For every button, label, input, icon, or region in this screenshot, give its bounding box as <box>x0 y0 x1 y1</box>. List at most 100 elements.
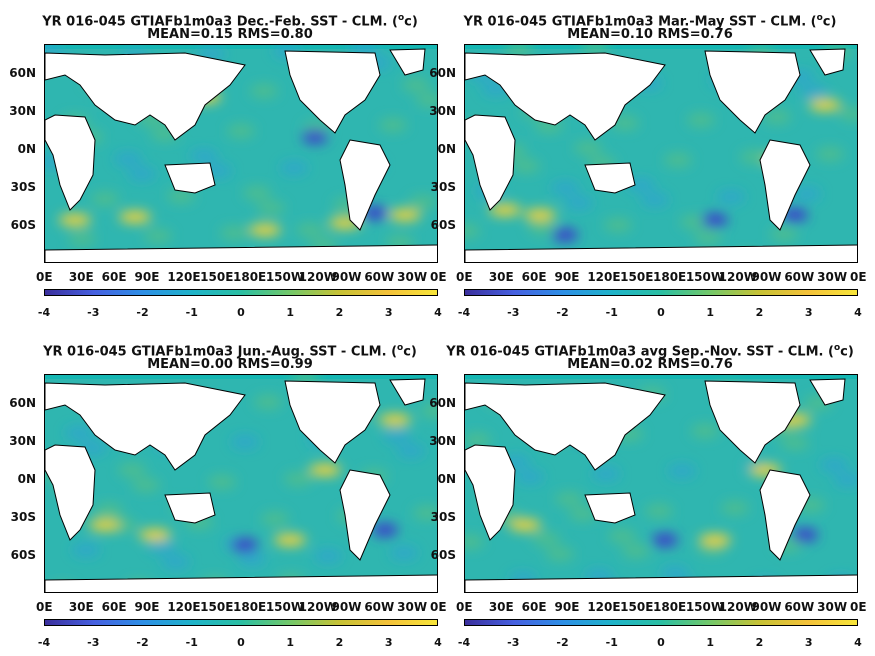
arctic-band <box>45 375 437 379</box>
arctic-band <box>465 375 857 379</box>
land-mass <box>465 444 516 541</box>
anomaly-patch <box>72 543 100 557</box>
colorbar-tick-label: 4 <box>434 306 442 319</box>
colorbar <box>464 289 858 296</box>
colorbar-tick-label: 3 <box>384 636 393 649</box>
panel-title: YR 016-045 GTIAFb1m0a3 avg Sep.-Nov. SST… <box>446 343 854 360</box>
anomaly-patch <box>416 93 437 107</box>
anomaly-patch <box>257 201 285 215</box>
lon-tick-label: 60W <box>364 600 395 614</box>
anomaly-patch <box>465 433 491 447</box>
land-mass <box>339 139 391 231</box>
land-mass <box>759 469 811 561</box>
land-mass <box>584 492 636 524</box>
map-panel-son: YR 016-045 GTIAFb1m0a3 avg Sep.-Nov. SST… <box>420 330 866 650</box>
land-mass <box>465 244 857 262</box>
anomaly-patch <box>95 503 123 517</box>
lon-tick-label: 120W <box>718 600 757 614</box>
lon-tick-label: 60E <box>521 270 547 284</box>
land-mass <box>45 114 96 211</box>
lat-tick-label: 60S <box>430 548 456 562</box>
anomaly-patch <box>413 506 437 520</box>
land-mass <box>584 162 636 194</box>
anomaly-patch <box>770 227 798 241</box>
lon-tick-label: 60E <box>101 600 127 614</box>
warm-anomaly <box>59 214 91 226</box>
lon-tick-label: 120E <box>587 600 621 614</box>
land-mass <box>339 469 391 561</box>
lat-tick-label: 60N <box>9 66 36 80</box>
anomaly-patch <box>604 218 632 232</box>
cold-anomaly <box>792 528 818 542</box>
anomaly-patch <box>668 464 696 478</box>
warm-anomaly <box>489 204 521 216</box>
anomaly-patch <box>284 472 312 486</box>
map-panel-jja: YR 016-045 GTIAFb1m0a3 Jun.-Aug. SST - C… <box>0 330 446 650</box>
warm-anomaly <box>524 209 556 221</box>
anomaly-patch <box>132 478 160 492</box>
lon-tick-label: 30W <box>817 600 848 614</box>
anomaly-patch <box>839 107 857 121</box>
colorbar-tick-label: 4 <box>854 306 862 319</box>
lon-tick-label: 150W <box>265 270 305 284</box>
colorbar-tick-label: -1 <box>605 636 618 649</box>
lon-tick-label: 180E <box>653 600 687 614</box>
lon-tick-label: 30W <box>397 600 428 614</box>
lon-tick-label: 150W <box>685 270 725 284</box>
lon-tick-label: 90W <box>751 270 782 284</box>
colorbar-tick-label: 1 <box>286 306 295 319</box>
lon-tick-label: 180E <box>233 600 267 614</box>
lon-tick-label: 60W <box>364 270 395 284</box>
anomaly-patch <box>687 113 715 127</box>
anomaly-patch <box>680 215 708 229</box>
lon-tick-label: 0E <box>850 270 867 284</box>
anomaly-patch <box>148 540 176 554</box>
lon-tick-label: 150E <box>200 600 234 614</box>
warm-anomaly <box>119 211 151 223</box>
anomaly-patch <box>296 223 324 237</box>
lon-tick-label: 150E <box>200 270 234 284</box>
warm-anomaly <box>809 99 841 111</box>
anomaly-patch <box>45 45 59 52</box>
colorbar-tick-label: -3 <box>507 306 520 319</box>
anomaly-patch <box>167 189 195 203</box>
lon-tick-label: 90E <box>134 600 160 614</box>
anomaly-patch <box>781 436 809 450</box>
warm-anomaly <box>139 529 171 541</box>
land-mass <box>284 380 381 464</box>
lon-tick-label: 120E <box>167 270 201 284</box>
lon-tick-label: 120E <box>587 270 621 284</box>
lon-tick-label: 60E <box>521 600 547 614</box>
colorbar-tick-label: 3 <box>804 636 813 649</box>
anomaly-patch <box>505 45 533 56</box>
lat-tick-label: 30S <box>430 510 456 524</box>
colorbar-tick-label: -3 <box>507 636 520 649</box>
anomaly-patch <box>383 429 411 443</box>
colorbar-tick-label: -1 <box>185 306 198 319</box>
colorbar-tick-label: 0 <box>657 636 665 649</box>
colorbar-tick-label: 0 <box>657 306 665 319</box>
anomaly-patch <box>420 404 437 418</box>
land-mass <box>164 162 216 194</box>
colorbar-tick-label: -1 <box>605 306 618 319</box>
anomaly-patch <box>379 118 407 132</box>
panel-stats: MEAN=0.02 RMS=0.76 <box>567 357 733 372</box>
anomaly-patch <box>717 190 745 204</box>
colorbar-tick-label: 3 <box>804 306 813 319</box>
map-panel-djf: YR 016-045 GTIAFb1m0a3 Dec.-Feb. SST - C… <box>0 0 446 320</box>
anomaly-patch <box>144 229 172 243</box>
colorbar-tick-label: 2 <box>335 636 344 649</box>
anomaly-patch <box>574 141 602 155</box>
lon-tick-label: 180E <box>233 270 267 284</box>
lon-tick-label: 30E <box>488 600 514 614</box>
anomaly-patch <box>581 45 609 53</box>
cold-anomaly <box>652 533 678 547</box>
colorbar-tick-label: 2 <box>335 306 344 319</box>
land-mass <box>704 50 801 134</box>
lon-tick-label: 0E <box>36 270 53 284</box>
lat-tick-label: 0N <box>437 472 456 486</box>
warm-anomaly <box>249 224 281 236</box>
anomaly-patch <box>800 85 828 99</box>
lon-tick-label: 30W <box>817 270 848 284</box>
warm-anomaly <box>509 519 541 531</box>
